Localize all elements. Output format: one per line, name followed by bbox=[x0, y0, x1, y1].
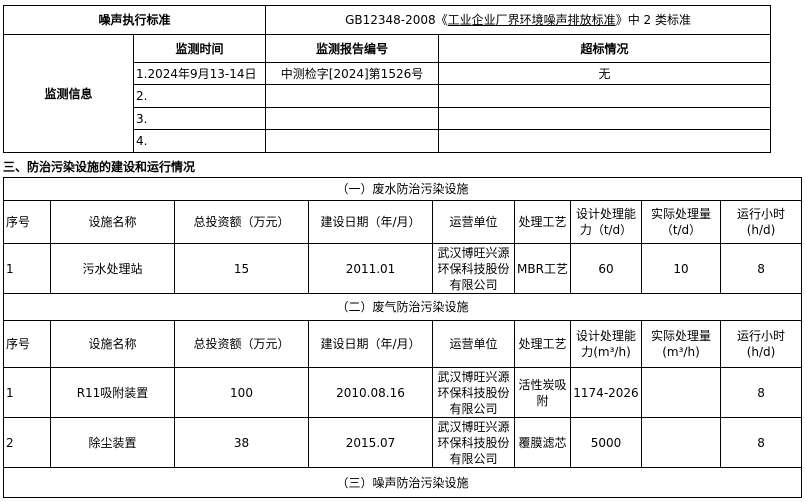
noise-section-title: （三）噪声防治污染设施 bbox=[2, 467, 803, 498]
cell-build-date: 2011.01 bbox=[308, 243, 433, 294]
header-design-capacity: 设计处理能力（t/d） bbox=[570, 200, 642, 244]
cell-process: 活性炭吸附 bbox=[514, 367, 571, 418]
table-row: 3. bbox=[4, 107, 772, 130]
cell-process: MBR工艺 bbox=[514, 243, 571, 294]
cell bbox=[265, 107, 440, 130]
header-exceed: 超标情况 bbox=[438, 34, 772, 63]
cell-actual-volume: 10 bbox=[641, 243, 721, 294]
header-actual-volume: 实际处理量（t/d） bbox=[641, 200, 721, 244]
cell-design-capacity: 1174-2026 bbox=[570, 367, 642, 418]
header-build-date: 建设日期（年/月） bbox=[308, 200, 433, 244]
table-row: 4. bbox=[4, 129, 772, 153]
noise-monitoring-table: 噪声执行标准 GB12348-2008《工业企业厂界环境噪声排放标准》中 2 类… bbox=[2, 5, 772, 153]
header-monitor-time: 监测时间 bbox=[132, 34, 267, 63]
cell bbox=[265, 84, 440, 108]
cell: 2. bbox=[132, 84, 267, 108]
cell-operator: 武汉博旺兴源环保科技股份有限公司 bbox=[432, 243, 515, 294]
cell bbox=[438, 84, 772, 108]
table-row: 1 R11吸附装置 100 2010.08.16 武汉博旺兴源环保科技股份有限公司 活性炭… bbox=[3, 367, 803, 418]
noise-standard-label: 噪声执行标准 bbox=[2, 5, 267, 35]
cell-design-capacity: 5000 bbox=[570, 417, 642, 468]
table-row: 2 除尘装置 38 2015.07 武汉博旺兴源环保科技股份有限公司 覆膜滤芯 5000 8 bbox=[3, 417, 803, 468]
cell-index: 1 bbox=[3, 243, 51, 294]
header-facility-name: 设施名称 bbox=[50, 200, 175, 244]
cell-design-capacity: 60 bbox=[570, 243, 642, 294]
cell: 1.2024年9月13-14日 bbox=[132, 62, 267, 85]
cell-facility-name: 除尘装置 bbox=[50, 417, 175, 468]
cell: 3. bbox=[132, 107, 267, 130]
cell-run-hours: 8 bbox=[719, 367, 803, 418]
cell-actual-volume bbox=[641, 367, 721, 418]
header-operator: 运营单位 bbox=[432, 200, 515, 244]
standard-name: 工业企业厂界环境噪声排放标准 bbox=[447, 13, 616, 27]
table-row: 1 污水处理站 15 2011.01 武汉博旺兴源环保科技股份有限公司 MBR工艺 60 10… bbox=[3, 243, 803, 294]
cell-actual-volume bbox=[641, 417, 721, 468]
section-heading: 三、防治污染设施的建设和运行情况 bbox=[3, 160, 196, 174]
cell-run-hours: 8 bbox=[719, 417, 803, 468]
standard-code: GB12348-2008《 bbox=[345, 13, 448, 27]
cell-build-date: 2010.08.16 bbox=[308, 367, 433, 418]
header-actual-volume: 实际处理量(m³/h) bbox=[641, 320, 721, 368]
cell-index: 2 bbox=[3, 417, 51, 468]
cell-index: 1 bbox=[3, 367, 51, 418]
header-investment: 总投资额（万元） bbox=[174, 320, 309, 368]
header-operator: 运营单位 bbox=[432, 320, 515, 368]
header-process: 处理工艺 bbox=[514, 200, 571, 244]
cell-investment: 15 bbox=[174, 243, 309, 294]
header-report-number: 监测报告编号 bbox=[265, 34, 440, 63]
cell-operator: 武汉博旺兴源环保科技股份有限公司 bbox=[432, 417, 515, 468]
header-index: 序号 bbox=[3, 320, 51, 368]
cell-facility-name: R11吸附装置 bbox=[50, 367, 175, 418]
header-design-capacity: 设计处理能力(m³/h) bbox=[570, 320, 642, 368]
header-facility-name: 设施名称 bbox=[50, 320, 175, 368]
header-run-hours: 运行小时(h/d) bbox=[719, 320, 803, 368]
cell: 无 bbox=[438, 62, 772, 85]
header-build-date: 建设日期（年/月） bbox=[308, 320, 433, 368]
pollution-facilities-table: （一）废水防治污染设施 序号 设施名称 总投资额（万元） 建设日期（年/月） 运营单位 处理… bbox=[2, 177, 803, 498]
cell-investment: 38 bbox=[174, 417, 309, 468]
cell bbox=[438, 107, 772, 130]
cell-process: 覆膜滤芯 bbox=[514, 417, 571, 468]
cell bbox=[438, 129, 772, 153]
cell bbox=[265, 129, 440, 153]
noise-standard-value: GB12348-2008《工业企业厂界环境噪声排放标准》中 2 类标准 bbox=[265, 5, 772, 35]
header-investment: 总投资额（万元） bbox=[174, 200, 309, 244]
header-run-hours: 运行小时(h/d) bbox=[719, 200, 803, 244]
header-index: 序号 bbox=[3, 200, 51, 244]
header-process: 处理工艺 bbox=[514, 320, 571, 368]
wastewater-section-title: （一）废水防治污染设施 bbox=[2, 177, 803, 201]
cell-build-date: 2015.07 bbox=[308, 417, 433, 468]
waste-gas-section-title: （二）废气防治污染设施 bbox=[2, 293, 803, 321]
cell: 4. bbox=[132, 129, 267, 153]
cell: 中测检字[2024]第1526号 bbox=[265, 62, 440, 85]
standard-class: 》中 2 类标准 bbox=[615, 13, 691, 27]
cell-investment: 100 bbox=[174, 367, 309, 418]
table-row: 2. bbox=[4, 84, 772, 108]
header-row: 序号 设施名称 总投资额（万元） 建设日期（年/月） 运营单位 处理工艺 设计处理能力（t/… bbox=[3, 200, 803, 244]
header-row: 序号 设施名称 总投资额（万元） 建设日期（年/月） 运营单位 处理工艺 设计处理能力(m³… bbox=[3, 320, 803, 368]
cell-run-hours: 8 bbox=[719, 243, 803, 294]
cell-facility-name: 污水处理站 bbox=[50, 243, 175, 294]
monitoring-label: 监测信息 bbox=[3, 34, 134, 153]
cell-operator: 武汉博旺兴源环保科技股份有限公司 bbox=[432, 367, 515, 418]
